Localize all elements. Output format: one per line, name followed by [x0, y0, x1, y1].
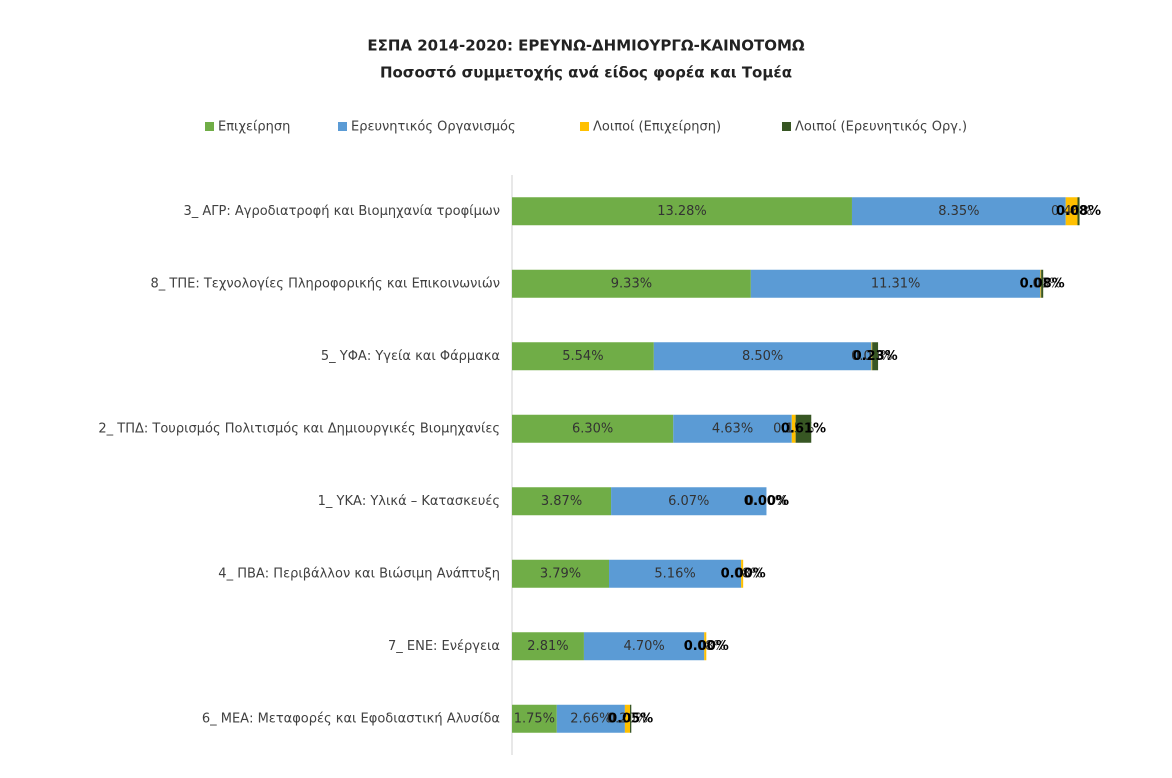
value-label: 0.03%: [1020, 276, 1061, 291]
legend-swatch: [205, 122, 214, 131]
value-label: 1.75%: [514, 711, 555, 726]
value-label: 6.30%: [572, 421, 613, 436]
value-label: 0.08%: [685, 639, 726, 654]
bar-segment: [611, 487, 767, 516]
value-label: 8.50%: [742, 349, 783, 364]
bar-segment: [512, 269, 751, 298]
bar-segment: [872, 342, 879, 371]
value-label: 0.00%: [746, 494, 787, 509]
value-label: 0.20%: [607, 711, 648, 726]
y-tick-label: 7_ ΕΝΕ: Ενέργεια: [388, 639, 500, 654]
bar-segment: [609, 559, 742, 588]
bar-segment: [1077, 197, 1080, 226]
bar-segment: [795, 414, 812, 443]
bar-segment: [704, 632, 707, 661]
legend-label: Επιχείρηση: [218, 120, 290, 135]
value-label: 2.66%: [570, 711, 611, 726]
bar-segment: [1040, 269, 1042, 298]
bar-segment: [630, 704, 632, 733]
value-label: 4.63%: [712, 421, 753, 436]
value-label: 0.61%: [781, 421, 826, 436]
chart-title: ΕΣΠΑ 2014-2020: ΕΡΕΥΝΩ-ΔΗΜΙΟΥΡΓΩ-ΚΑΙΝΟΤΟ…: [367, 37, 805, 55]
y-tick-label: 2_ ΤΠΔ: Τουρισμός Πολιτισμός και Δημιουρ…: [98, 421, 500, 436]
bar-segment: [871, 342, 873, 371]
bar-segment: [512, 342, 654, 371]
y-tick-label: 3_ ΑΓΡ: Αγροδιατροφή και Βιομηχανία τροφ…: [184, 204, 501, 219]
bar-segment: [583, 632, 705, 661]
value-label: 13.28%: [657, 204, 707, 219]
value-label: 3.79%: [540, 566, 581, 581]
y-tick-label: 6_ ΜΕΑ: Μεταφορές και Εφοδιαστική Αλυσίδ…: [202, 711, 500, 726]
value-label: 2.81%: [527, 639, 568, 654]
bar-segment: [556, 704, 625, 733]
value-label: 0.05%: [608, 711, 653, 726]
value-label: 4.70%: [623, 639, 664, 654]
value-label: 5.54%: [562, 349, 603, 364]
value-label: 0.46%: [1051, 204, 1092, 219]
bar-segment: [673, 414, 792, 443]
y-tick-label: 4_ ΠΒΑ: Περιβάλλον και Βιώσιμη Ανάπτυξη: [218, 566, 500, 581]
bar-segment: [512, 414, 674, 443]
bar-segment: [512, 559, 610, 588]
value-label: 0.00%: [721, 566, 766, 581]
chart-subtitle: Ποσοστό συμμετοχής ανά είδος φορέα και Τ…: [380, 64, 792, 82]
bar-segment: [791, 414, 796, 443]
value-label: 0.00%: [684, 639, 729, 654]
legend-swatch: [338, 122, 347, 131]
legend-swatch: [782, 122, 791, 131]
value-label: 0.08%: [1020, 276, 1065, 291]
value-label: 3.87%: [541, 494, 582, 509]
bar-segment: [741, 559, 744, 588]
legend-label: Λοιποί (Ερευνητικός Οργ.): [795, 120, 967, 135]
legend-label: Λοιποί (Επιχείρηση): [593, 120, 721, 135]
bar-segment: [1065, 197, 1078, 226]
value-label: 11.31%: [871, 276, 921, 291]
value-label: 0.23%: [853, 349, 898, 364]
bar-segment: [512, 197, 852, 226]
bar-segment: [851, 197, 1066, 226]
value-label: 0.08%: [721, 566, 762, 581]
value-label: 0.08%: [1056, 204, 1101, 219]
bar-segment: [512, 632, 584, 661]
y-tick-label: 8_ ΤΠΕ: Τεχνολογίες Πληροφορικής και Επι…: [151, 276, 501, 291]
y-tick-label: 5_ ΥΦΑ: Υγεία και Φάρμακα: [321, 349, 500, 364]
value-label: 6.07%: [668, 494, 709, 509]
bar-segment: [750, 269, 1041, 298]
bar-segment: [512, 487, 612, 516]
bar-segment: [1041, 269, 1044, 298]
value-label: 5.16%: [654, 566, 695, 581]
value-label: 0.00%: [744, 494, 789, 509]
legend-swatch: [580, 122, 589, 131]
value-label: 9.33%: [611, 276, 652, 291]
bar-segment: [512, 704, 557, 733]
y-tick-label: 1_ ΥΚΑ: Υλικά – Κατασκευές: [318, 494, 500, 509]
legend-label: Ερευνητικός Οργανισμός: [351, 120, 516, 135]
bar-segment: [653, 342, 872, 371]
value-label: 8.35%: [938, 204, 979, 219]
value-label: 0.03%: [851, 349, 892, 364]
bar-segment: [624, 704, 631, 733]
